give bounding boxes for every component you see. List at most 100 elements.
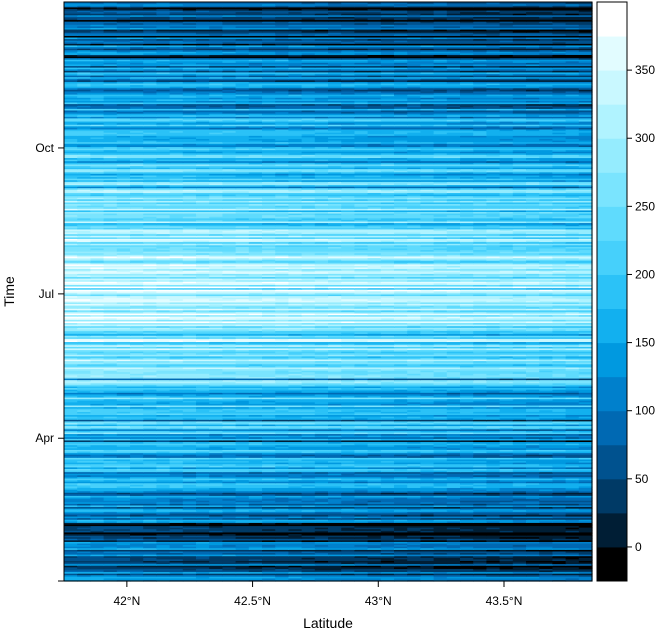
heatmap-cell xyxy=(407,401,421,404)
heatmap-cell xyxy=(169,474,184,477)
heatmap-cell xyxy=(235,460,250,463)
heatmap-cell xyxy=(222,538,237,541)
heatmap-cell xyxy=(182,558,197,561)
heatmap-cell xyxy=(196,419,210,422)
heatmap-cell xyxy=(433,462,448,465)
heatmap-cell xyxy=(301,428,316,431)
heatmap-cell xyxy=(460,457,474,460)
heatmap-cell xyxy=(209,403,223,406)
heatmap-cell xyxy=(512,458,527,462)
heatmap-cell xyxy=(433,446,448,449)
heatmap-cell xyxy=(446,469,461,473)
heatmap-cell xyxy=(354,558,369,561)
heatmap-cell xyxy=(116,495,131,498)
heatmap-cell xyxy=(301,573,316,576)
heatmap-cell xyxy=(103,571,118,574)
heatmap-cell xyxy=(209,433,223,436)
heatmap-cell xyxy=(169,436,184,439)
heatmap-cell xyxy=(380,401,395,404)
heatmap-cell xyxy=(314,423,329,427)
heatmap-cell xyxy=(90,509,105,512)
heatmap-cell xyxy=(77,393,91,397)
heatmap-cell xyxy=(275,442,289,446)
heatmap-cell xyxy=(222,465,237,468)
heatmap-cell xyxy=(209,417,223,420)
heatmap-cell xyxy=(196,457,210,460)
heatmap-cell xyxy=(407,542,421,546)
heatmap-cell xyxy=(552,455,567,458)
heatmap-cell xyxy=(354,481,369,484)
heatmap-cell xyxy=(77,542,91,546)
heatmap-cell xyxy=(196,519,210,522)
heatmap-cell xyxy=(552,417,567,420)
heatmap-cell xyxy=(77,436,91,439)
heatmap-cell xyxy=(407,527,421,530)
heatmap-cell xyxy=(367,490,382,493)
heatmap-cell xyxy=(64,423,78,427)
heatmap-cell xyxy=(222,554,237,557)
heatmap-cell xyxy=(380,481,395,484)
heatmap-cell xyxy=(394,504,408,508)
heatmap-cell xyxy=(512,482,527,485)
heatmap-cell xyxy=(499,411,514,414)
heatmap-cell xyxy=(116,425,131,428)
heatmap-cell xyxy=(169,438,184,441)
heatmap-cell xyxy=(512,435,527,438)
heatmap-cell xyxy=(116,554,131,557)
heatmap-cell xyxy=(314,411,329,414)
heatmap-cell xyxy=(433,555,448,558)
heatmap-cell xyxy=(407,468,421,471)
heatmap-cell xyxy=(539,538,553,541)
heatmap-cell xyxy=(103,473,118,476)
heatmap-cell xyxy=(341,408,355,411)
heatmap-cell xyxy=(143,547,157,550)
heatmap-cell xyxy=(143,488,157,492)
heatmap-cell xyxy=(196,498,210,501)
heatmap-cell xyxy=(420,563,435,566)
heatmap-cell xyxy=(288,439,303,443)
heatmap-cell xyxy=(539,431,553,435)
heatmap-cell xyxy=(512,514,527,517)
heatmap-cell xyxy=(354,519,369,522)
heatmap-cell xyxy=(499,384,514,387)
heatmap-cell xyxy=(130,492,144,495)
heatmap-cell xyxy=(328,428,342,431)
heatmap-cell xyxy=(222,455,237,458)
heatmap-cell xyxy=(499,517,514,520)
heatmap-cell xyxy=(248,428,263,431)
heatmap-cell xyxy=(341,417,355,420)
heatmap-cell xyxy=(460,474,474,477)
heatmap-cell xyxy=(341,508,355,511)
heatmap-cell xyxy=(235,547,250,550)
heatmap-cell xyxy=(130,460,144,463)
heatmap-cell xyxy=(314,552,329,555)
heatmap-cell xyxy=(565,535,580,538)
heatmap-cell xyxy=(433,387,448,390)
heatmap-cell xyxy=(156,441,171,444)
heatmap-cell xyxy=(565,385,580,389)
heatmap-cell xyxy=(130,401,144,404)
heatmap-cell xyxy=(288,465,303,468)
heatmap-cell xyxy=(420,479,435,482)
heatmap-cell xyxy=(394,533,408,536)
heatmap-cell xyxy=(578,477,593,481)
heatmap-cell xyxy=(499,473,514,476)
heatmap-cell xyxy=(143,517,157,520)
heatmap-cell xyxy=(196,471,210,474)
heatmap-cell xyxy=(578,420,593,423)
heatmap-cell xyxy=(222,412,237,416)
heatmap-cell xyxy=(90,492,105,495)
heatmap-cell xyxy=(196,522,210,525)
heatmap-cell xyxy=(64,427,78,430)
heatmap-cell xyxy=(143,449,157,452)
heatmap-cell xyxy=(182,449,197,452)
heatmap-cell xyxy=(486,460,501,463)
heatmap-cell xyxy=(460,528,474,531)
heatmap-cell xyxy=(169,576,184,579)
heatmap-cell xyxy=(499,438,514,441)
heatmap-cell xyxy=(473,547,487,550)
heatmap-cell xyxy=(143,460,157,463)
heatmap-cell xyxy=(77,389,91,392)
heatmap-cell xyxy=(209,471,223,474)
heatmap-cell xyxy=(222,573,237,576)
